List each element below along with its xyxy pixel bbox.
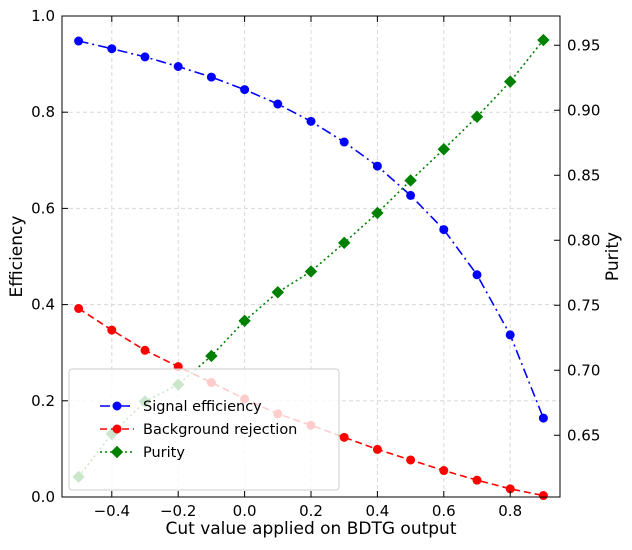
x-tick-label: −0.4: [94, 502, 130, 520]
y-tick-label: 0.0: [31, 488, 55, 506]
data-point: [371, 206, 384, 220]
legend-label: Signal efficiency: [143, 399, 262, 415]
data-point: [470, 110, 484, 123]
data-point: [437, 143, 451, 156]
data-point: [304, 265, 318, 278]
x-tick-label: 0.4: [365, 502, 389, 520]
data-point: [140, 52, 150, 62]
y-axis-title: Efficiency: [7, 216, 27, 298]
legend: Signal efficiency Background rejection Pur…: [68, 368, 340, 491]
legend-entry: Background rejection: [100, 422, 297, 438]
data-point: [372, 444, 382, 454]
data-point: [273, 99, 283, 109]
y2-axis-title: Purity: [603, 232, 623, 281]
x-axis-title: Cut value applied on BDTG output: [165, 519, 456, 539]
y2-tick-label: 0.95: [567, 36, 600, 54]
data-point: [74, 303, 84, 313]
x-tick-label: 0.2: [299, 502, 323, 520]
data-point: [404, 174, 417, 187]
data-point: [306, 116, 316, 126]
data-point: [337, 236, 351, 250]
legend-marker: [112, 401, 122, 411]
data-point: [238, 314, 251, 328]
legend-marker: [112, 424, 122, 434]
series-line: [78, 307, 544, 497]
data-point: [107, 325, 117, 335]
x-tick-label: 0.0: [233, 502, 257, 520]
x-tick-label: 0.6: [432, 502, 456, 520]
x-tick-label: −0.2: [160, 502, 196, 520]
data-point: [472, 475, 482, 485]
y-tick-label: 0.6: [31, 199, 55, 217]
data-point: [439, 466, 449, 476]
legend-box: [68, 368, 340, 491]
data-point: [339, 432, 349, 442]
y2-tick-label: 0.90: [567, 101, 600, 119]
y2-tick-label: 0.75: [567, 296, 600, 314]
y2-tick-label: 0.70: [567, 361, 600, 379]
legend-label: Background rejection: [143, 422, 297, 438]
data-point: [74, 36, 84, 46]
y2-tick-label: 0.85: [567, 166, 600, 184]
legend-entries: Signal efficiency Background rejection Pur…: [100, 399, 297, 461]
legend-marker: [110, 445, 124, 459]
data-point: [538, 413, 548, 423]
data-point: [406, 190, 416, 200]
data-point: [107, 44, 117, 54]
y-tick-label: 0.2: [31, 392, 55, 410]
data-point: [173, 62, 183, 72]
data-point: [537, 33, 550, 47]
data-point: [503, 75, 517, 88]
y2-tick-label: 0.65: [567, 426, 600, 444]
data-point: [240, 85, 250, 95]
data-point: [538, 491, 548, 501]
ticks: −0.4 −0.2 0.0 0.2 0.4 0.6 0.8 0.0 0.2 0.4 0.6 0.8 1.…: [31, 7, 600, 520]
series-signal-efficiency: [74, 36, 548, 423]
y2-tick-label: 0.80: [567, 231, 600, 249]
y-tick-label: 1.0: [31, 7, 55, 25]
data-point: [339, 137, 349, 147]
x-tick-label: 0.8: [498, 502, 522, 520]
data-point: [505, 330, 515, 340]
legend-entry: Purity: [100, 445, 185, 461]
data-point: [206, 72, 216, 82]
y-tick-label: 0.8: [31, 103, 55, 121]
data-point: [406, 455, 416, 465]
legend-entry: Signal efficiency: [100, 399, 262, 415]
data-point: [472, 270, 482, 280]
data-point: [140, 345, 150, 355]
data-point: [372, 161, 382, 171]
legend-label: Purity: [143, 445, 185, 461]
data-point: [439, 225, 449, 235]
data-point: [271, 286, 285, 299]
data-point: [205, 349, 218, 363]
y-tick-label: 0.4: [31, 296, 55, 314]
